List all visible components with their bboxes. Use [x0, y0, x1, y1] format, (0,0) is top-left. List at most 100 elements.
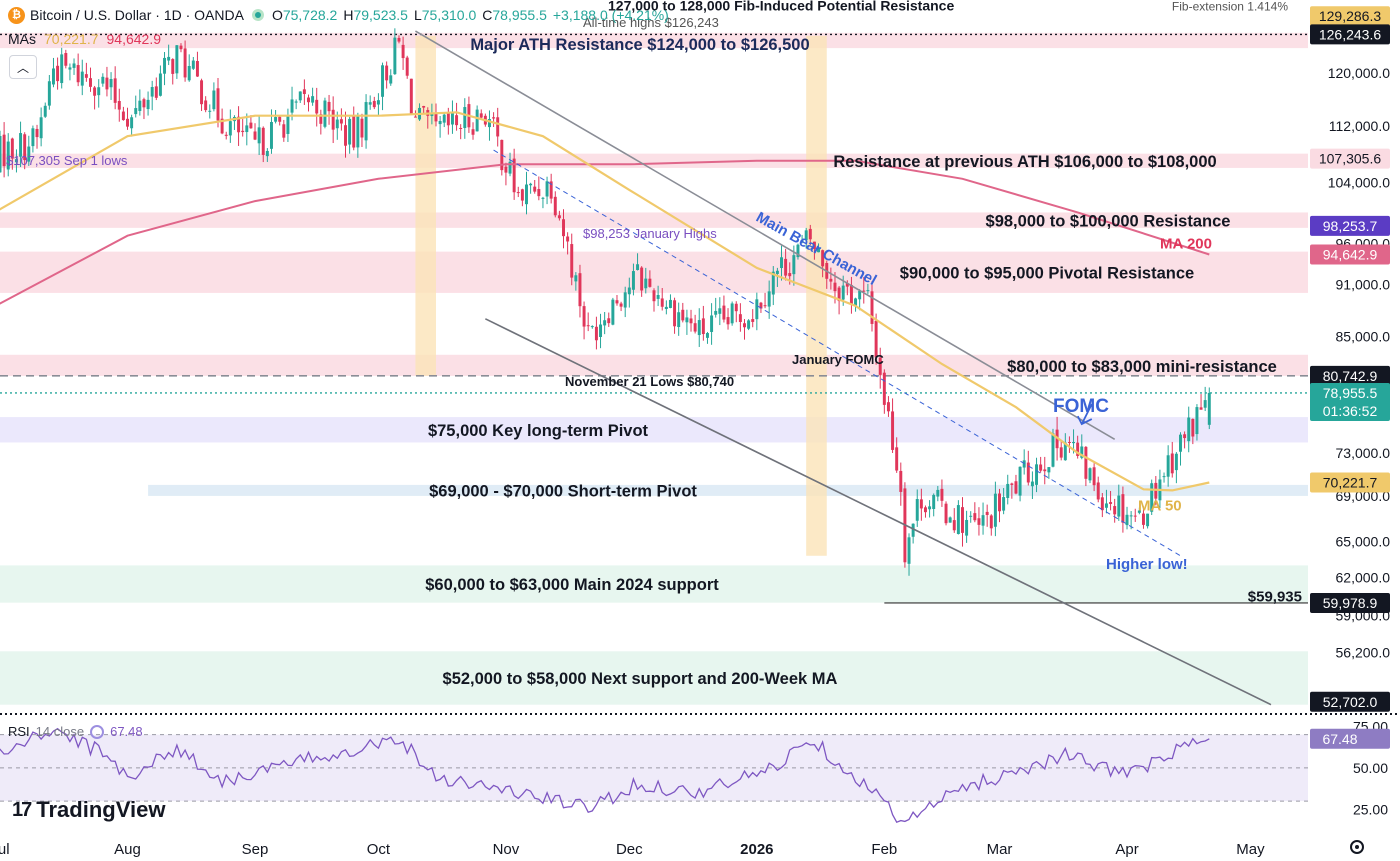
- candle: [1187, 417, 1191, 442]
- candle: [1096, 482, 1100, 500]
- candle: [923, 507, 927, 513]
- candle: [409, 78, 413, 114]
- price-tag: [1310, 215, 1390, 236]
- time-tick-label: Nov: [493, 841, 520, 858]
- symbol-title[interactable]: Bitcoin / U.S. Dollar · 1D · OANDA: [30, 7, 244, 23]
- candle: [208, 110, 212, 112]
- annotation-label: January FOMC: [792, 352, 884, 367]
- high-value: H79,523.5: [343, 7, 408, 23]
- candle: [64, 53, 68, 66]
- candle: [450, 112, 454, 125]
- zone-band: [0, 354, 1308, 376]
- candle: [138, 100, 142, 111]
- annotation-label: FOMC: [1053, 396, 1109, 417]
- candle: [607, 318, 611, 324]
- candle: [479, 113, 483, 118]
- candle: [747, 320, 751, 329]
- zone-label: Major ATH Resistance $124,000 to $126,50…: [470, 36, 809, 54]
- candle: [327, 101, 331, 112]
- candle: [10, 138, 14, 159]
- price-tag-label: 129,286.3: [1319, 8, 1381, 24]
- fomc-arrow-icon: [1076, 403, 1093, 426]
- change-value: +3,188.0 (+4.21%): [552, 7, 669, 23]
- candle: [471, 129, 475, 135]
- fomc-event-band: [806, 35, 827, 376]
- candle: [1166, 455, 1170, 477]
- candle: [940, 488, 944, 501]
- chart-header: ₿ Bitcoin / U.S. Dollar · 1D · OANDA O75…: [0, 0, 669, 30]
- candle: [228, 121, 232, 136]
- candle: [977, 518, 981, 525]
- candle: [0, 136, 2, 173]
- candle: [1195, 407, 1199, 435]
- candle: [693, 323, 697, 332]
- rsi-label: RSI: [8, 724, 30, 739]
- candle: [829, 278, 833, 282]
- candle: [1104, 503, 1108, 508]
- zone-label: $60,000 to $63,000 Main 2024 support: [425, 576, 719, 594]
- candle: [512, 158, 516, 193]
- zone-label: $80,000 to $83,000 mini-resistance: [1007, 358, 1277, 376]
- price-tag: [1310, 244, 1390, 265]
- candle: [175, 45, 179, 74]
- collapse-legend-button[interactable]: ︿: [9, 55, 37, 79]
- candle: [640, 267, 644, 291]
- price-tick-label: 62,000.0: [1336, 570, 1391, 586]
- candle: [878, 357, 882, 375]
- bitcoin-icon[interactable]: ₿: [8, 6, 25, 24]
- gear-icon[interactable]: [1350, 840, 1364, 854]
- candle: [130, 117, 134, 129]
- candle: [335, 119, 339, 129]
- candle: [627, 287, 631, 295]
- candle: [570, 244, 574, 278]
- candle: [372, 100, 376, 108]
- candle: [487, 119, 491, 128]
- mas-legend[interactable]: MAs 70,221.7 94,642.9: [8, 31, 161, 47]
- zone-label: $98,000 to $100,000 Resistance: [986, 212, 1231, 230]
- price-tag: [1310, 691, 1390, 712]
- price-tag: [1310, 148, 1390, 169]
- candle: [1006, 483, 1010, 498]
- candle: [1067, 442, 1071, 444]
- candle: [845, 283, 849, 287]
- candle: [1030, 481, 1034, 487]
- candle: [549, 181, 553, 199]
- annotation-label: November 21 Lows $80,740: [565, 374, 734, 389]
- candle: [121, 111, 125, 121]
- candle: [866, 290, 870, 292]
- candle: [767, 291, 771, 307]
- candle: [718, 308, 722, 314]
- rsi-legend[interactable]: RSI 14 close 67.48: [8, 724, 143, 739]
- market-status-icon[interactable]: [251, 9, 264, 21]
- candle: [849, 284, 853, 304]
- candle: [496, 117, 500, 137]
- candle: [652, 290, 656, 302]
- price-tag: [1310, 592, 1390, 613]
- candle: [134, 108, 138, 115]
- candle: [854, 298, 858, 306]
- zone-label: $69,000 - $70,000 Short-term Pivot: [429, 482, 697, 500]
- zone-band: [0, 153, 1308, 168]
- candle: [775, 270, 779, 274]
- candle: [1002, 497, 1006, 511]
- annotation-label: $59,935: [1248, 588, 1302, 605]
- candle: [841, 285, 845, 300]
- candle: [796, 244, 800, 258]
- time-tick-label: Feb: [871, 841, 897, 858]
- candle: [241, 130, 245, 133]
- tradingview-logo[interactable]: 17 TradingView: [12, 797, 165, 823]
- zone-band: [0, 651, 1308, 705]
- candle: [821, 250, 825, 267]
- bear-channel-lower: [485, 318, 1272, 706]
- candle: [360, 118, 364, 138]
- candle: [356, 115, 360, 148]
- time-tick-label: Mar: [987, 841, 1013, 858]
- candle: [726, 317, 730, 325]
- price-tag: [1310, 472, 1390, 493]
- candle: [105, 77, 109, 90]
- candle: [631, 271, 635, 290]
- candle: [1063, 442, 1067, 461]
- candle: [681, 309, 685, 321]
